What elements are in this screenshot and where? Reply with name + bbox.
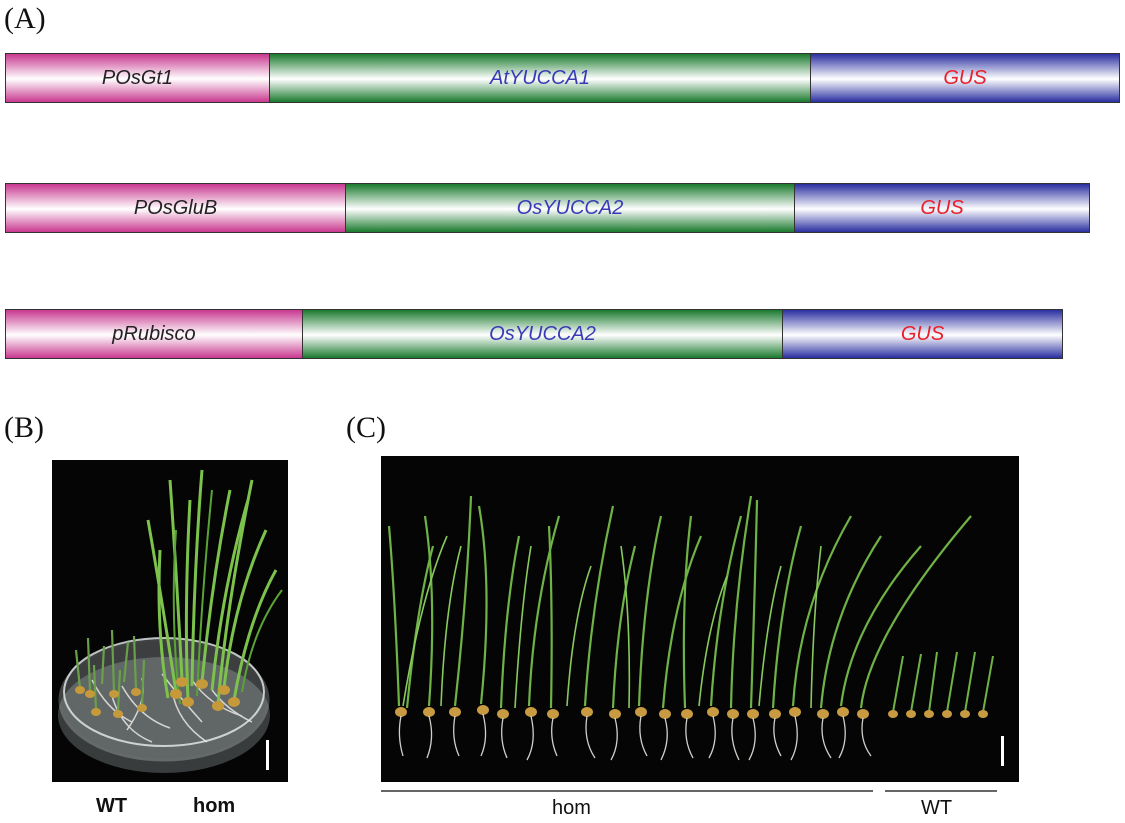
reporter-label: GUS	[920, 196, 964, 219]
seedlings-illustration	[387, 495, 1004, 766]
promoter-segment: POsGluB	[5, 183, 346, 233]
hom-group-line	[381, 790, 873, 792]
label-hom-b: hom	[193, 795, 236, 817]
reporter-segment: GUS	[811, 53, 1120, 103]
gene-label: OsYUCCA2	[489, 322, 596, 345]
petri-dish-illustration	[58, 469, 283, 773]
panel-label-b: (B)	[4, 411, 44, 444]
reporter-label: GUS	[943, 66, 987, 89]
gene-label: OsYUCCA2	[516, 196, 624, 219]
construct-2: POsGluB OsYUCCA2 GUS	[5, 183, 1090, 233]
label-hom-c: hom	[552, 797, 591, 819]
reporter-label: GUS	[900, 322, 945, 345]
construct-1: POsGt1 AtYUCCA1 GUS	[5, 53, 1120, 103]
label-wt-c: WT	[921, 797, 953, 819]
seedling-row-photo	[381, 456, 1019, 782]
gene-label: AtYUCCA1	[489, 66, 591, 89]
scale-bar	[1001, 736, 1004, 766]
construct-3: pRubisco OsYUCCA2 GUS	[5, 309, 1063, 359]
reporter-segment: GUS	[783, 309, 1063, 359]
scale-bar	[266, 740, 269, 770]
gene-segment: OsYUCCA2	[346, 183, 795, 233]
panel-label-c: (C)	[346, 411, 386, 444]
promoter-label: POsGluB	[133, 196, 218, 219]
promoter-segment: pRubisco	[5, 309, 303, 359]
promoter-label: pRubisco	[112, 322, 196, 345]
promoter-label: POsGt1	[101, 66, 174, 89]
gene-segment: OsYUCCA2	[303, 309, 783, 359]
reporter-segment: GUS	[795, 183, 1090, 233]
gene-segment: AtYUCCA1	[270, 53, 811, 103]
promoter-segment: POsGt1	[5, 53, 270, 103]
panel-label-a: (A)	[4, 2, 46, 35]
seedling-dish-photo	[52, 460, 288, 782]
wt-group-line	[885, 790, 997, 792]
label-wt-b: WT	[96, 795, 128, 817]
